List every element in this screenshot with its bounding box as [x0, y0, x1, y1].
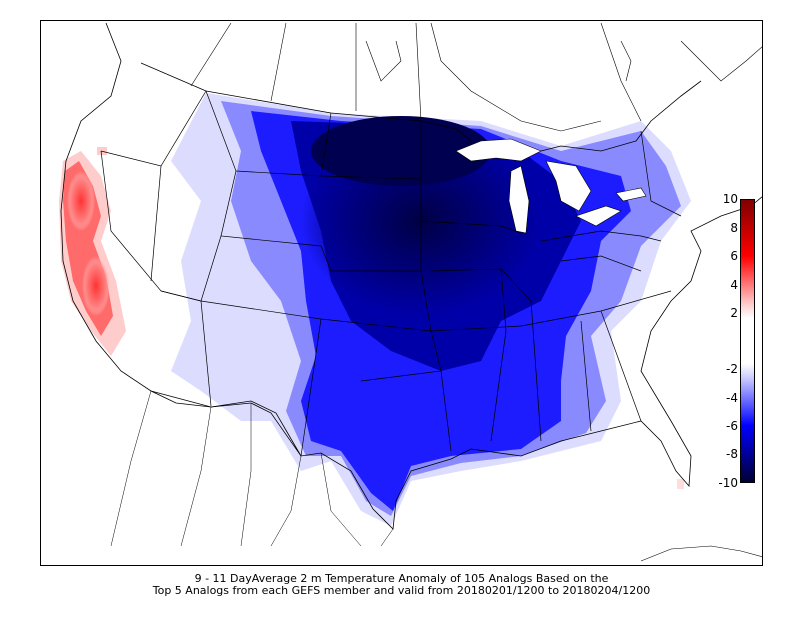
colorbar-tick-label: -2 [726, 362, 738, 376]
anomaly-core-navy-north [311, 116, 491, 186]
caption-line-2: Top 5 Analogs from each GEFS member and … [152, 584, 651, 597]
canada-border [140, 62, 702, 152]
map-frame [40, 20, 763, 566]
lake-huron [545, 160, 592, 212]
colorbar-tick-label: -10 [718, 476, 738, 490]
figure-caption: 9 - 11 DayAverage 2 m Temperature Anomal… [40, 573, 763, 597]
state-boundaries [100, 90, 682, 457]
lake-superior [455, 138, 542, 162]
canada-province-lines [190, 22, 642, 122]
lake-erie [575, 205, 622, 227]
colorbar [740, 199, 755, 483]
caption-line-1: 9 - 11 DayAverage 2 m Temperature Anomal… [194, 572, 609, 585]
colorbar-tick-label: 6 [730, 249, 738, 263]
lake-ontario [615, 187, 647, 202]
colorbar-tick-label: 4 [730, 278, 738, 292]
lake-michigan [508, 165, 530, 234]
mexico-state-lines [110, 390, 394, 547]
caribbean-coast [640, 545, 762, 562]
colorbar-tick-label: -8 [726, 447, 738, 461]
colorbar-tick-label: -4 [726, 391, 738, 405]
mexico-border [150, 390, 302, 457]
colorbar-tick-label: -6 [726, 419, 738, 433]
anomaly-spot-red-florida [677, 479, 684, 489]
anomaly-core-red [67, 171, 95, 231]
coastline [60, 22, 762, 530]
anomaly-map [59, 22, 762, 562]
colorbar-tick-label: 2 [730, 306, 738, 320]
anomaly-core-red-south [82, 256, 110, 316]
colorbar-tick-label: 8 [730, 221, 738, 235]
colorbar-tick-label: 10 [722, 192, 738, 206]
hudson-bay-coast [365, 22, 762, 132]
